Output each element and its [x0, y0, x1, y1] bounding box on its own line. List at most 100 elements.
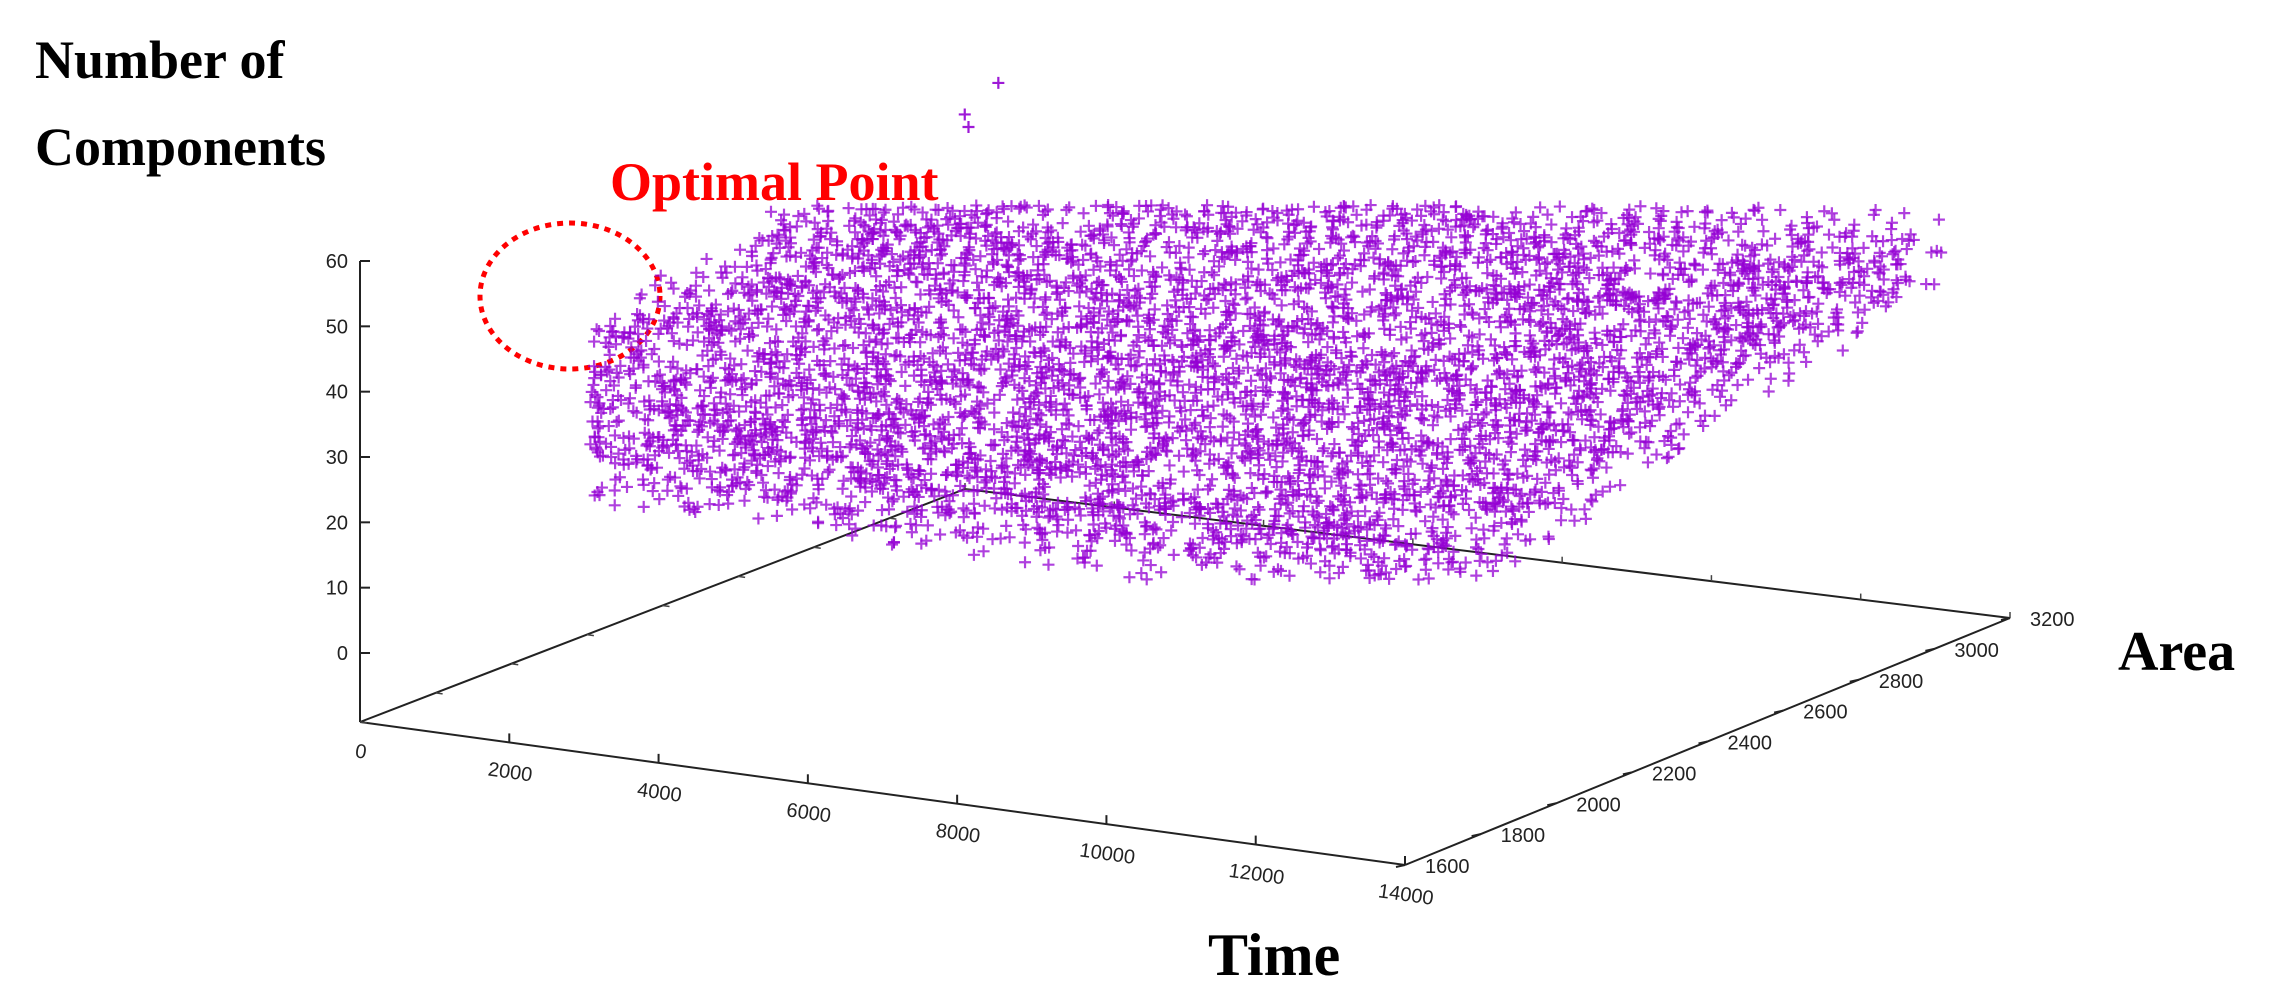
- data-point: [825, 325, 838, 338]
- data-point: [1248, 301, 1261, 314]
- data-point: [735, 446, 748, 459]
- data-point: [881, 337, 894, 350]
- data-point: [712, 336, 725, 349]
- data-point: [1008, 353, 1021, 366]
- data-point: [1412, 301, 1425, 314]
- data-point: [1025, 282, 1038, 295]
- data-point: [1825, 207, 1838, 220]
- data-point: [1082, 431, 1095, 444]
- data-point: [1111, 315, 1124, 328]
- data-point: [1232, 367, 1245, 380]
- data-point: [1288, 359, 1301, 372]
- data-point: [1574, 317, 1587, 330]
- data-point: [1096, 490, 1109, 503]
- data-point: [1328, 310, 1341, 323]
- data-point: [798, 371, 811, 384]
- data-point: [894, 427, 907, 440]
- data-point: [1129, 284, 1142, 297]
- data-point: [1356, 285, 1369, 298]
- data-point: [1066, 430, 1079, 443]
- data-point: [1275, 404, 1288, 417]
- data-point: [729, 315, 742, 328]
- data-point: [812, 323, 825, 336]
- data-point: [840, 406, 853, 419]
- data-point: [914, 336, 927, 349]
- data-point: [1255, 367, 1268, 380]
- area-tick-mark: [1471, 833, 1481, 838]
- data-point: [1066, 251, 1079, 264]
- data-point: [1178, 394, 1191, 407]
- data-point: [1109, 448, 1122, 461]
- data-point: [1019, 468, 1032, 481]
- data-point: [1023, 418, 1036, 431]
- data-point: [599, 360, 612, 373]
- data-point: [667, 282, 680, 295]
- data-point: [1007, 317, 1020, 330]
- data-point: [844, 414, 857, 427]
- data-point: [1348, 258, 1361, 271]
- data-point: [728, 448, 741, 461]
- data-point: [836, 391, 849, 404]
- data-point: [931, 383, 944, 396]
- data-point: [1324, 280, 1337, 293]
- data-point: [1523, 278, 1536, 291]
- data-point: [693, 472, 706, 485]
- data-point: [1166, 314, 1178, 327]
- data-point: [1337, 325, 1350, 338]
- data-point: [1348, 236, 1361, 249]
- data-point: [779, 378, 792, 391]
- data-point: [1032, 199, 1045, 212]
- data-point: [969, 464, 982, 477]
- data-point: [1305, 329, 1318, 342]
- data-point: [1057, 322, 1070, 335]
- data-point: [1264, 538, 1277, 551]
- data-point: [1313, 242, 1326, 255]
- data-point: [610, 415, 623, 428]
- data-point: [828, 508, 841, 521]
- data-point: [1481, 255, 1494, 268]
- data-point: [652, 327, 665, 340]
- data-point: [891, 392, 904, 405]
- data-point: [1034, 544, 1047, 557]
- data-point: [1561, 293, 1574, 306]
- data-point: [657, 439, 670, 452]
- data-point: [1027, 251, 1040, 264]
- data-point: [1090, 276, 1103, 289]
- data-point: [791, 353, 804, 366]
- data-point: [1384, 295, 1397, 308]
- data-point: [780, 315, 793, 328]
- data-point: [989, 300, 1002, 313]
- data-point: [686, 308, 699, 321]
- data-point: [955, 251, 968, 264]
- data-point: [1114, 500, 1127, 513]
- data-point: [1220, 378, 1233, 391]
- data-point: [1189, 416, 1202, 429]
- data-point: [1014, 253, 1027, 266]
- data-point: [1364, 478, 1377, 491]
- data-point: [1179, 208, 1192, 221]
- data-point: [792, 289, 805, 302]
- data-point: [640, 334, 653, 347]
- data-point: [1314, 566, 1327, 579]
- data-point: [1140, 573, 1153, 586]
- data-point: [638, 395, 651, 408]
- data-point: [1092, 525, 1105, 538]
- data-point: [716, 461, 729, 474]
- data-point: [1045, 468, 1058, 481]
- data-point: [967, 253, 980, 266]
- data-point: [978, 499, 991, 512]
- data-point: [827, 370, 840, 383]
- data-point: [905, 200, 918, 213]
- data-point: [799, 260, 812, 273]
- data-point: [763, 418, 776, 431]
- data-point: [1435, 272, 1448, 285]
- data-point: [1122, 399, 1135, 412]
- data-point: [671, 316, 684, 329]
- data-point: [1179, 413, 1192, 426]
- data-point: [921, 519, 934, 532]
- data-point: [879, 348, 892, 361]
- data-point: [593, 324, 606, 337]
- data-point: [1337, 262, 1350, 275]
- data-point: [1256, 203, 1269, 216]
- data-point: [1227, 426, 1240, 439]
